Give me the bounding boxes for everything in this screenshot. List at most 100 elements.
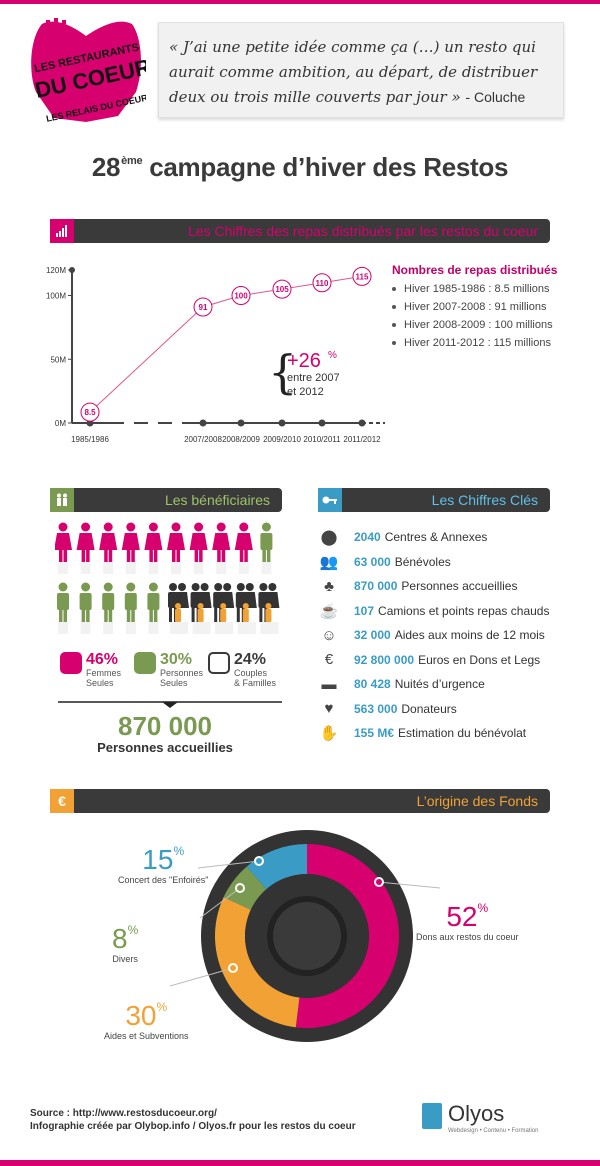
legend-line2: & Familles: [234, 678, 277, 688]
key-figure-label: Estimation du bénévolat: [398, 726, 527, 741]
woman-figure: [99, 522, 118, 574]
woman-figure: [234, 522, 253, 574]
connector-dons: [378, 881, 441, 889]
man-figure: [124, 582, 137, 634]
family-figure: [168, 583, 189, 634]
x-tick-label: 1985/1986: [71, 435, 109, 444]
key-figure-row: ☺ 32 000 Aides aux moins de 12 mois: [318, 623, 598, 648]
annotation-value: +26: [287, 350, 321, 372]
connector-aides: [169, 967, 234, 987]
fund-label-dons: 52% Dons aux restos du coeur: [416, 893, 519, 942]
man-figure: [260, 522, 273, 574]
quote-text: « J’ai une petite idée comme ça (…) un r…: [169, 38, 538, 106]
volunteers-icon: 👥: [319, 553, 339, 571]
x-tick-label: 2011/2012: [343, 435, 381, 444]
key-figure-value: 107: [354, 603, 375, 618]
annotation-unit: %: [328, 350, 337, 361]
fund-value: 52: [446, 901, 478, 932]
olyos-mark-icon: [422, 1103, 442, 1129]
annotation-text1: entre 2007: [287, 372, 340, 384]
key-figure-label: Bénévoles: [394, 554, 451, 569]
legend-line2: Seules: [86, 678, 114, 688]
bottom-accent-bar: [0, 1160, 600, 1166]
meals-legend-item: Hiver 2007-2008 : 91 millions: [392, 301, 592, 313]
man-figure: [102, 582, 115, 634]
connector-aides-dot-inner: [230, 965, 236, 971]
meals-legend: Nombres de repas distribués Hiver 1985-1…: [392, 263, 592, 355]
beneficiaries-pictogram: [55, 522, 280, 634]
hand-icon: ✋: [319, 725, 339, 743]
section-bar-fonds: € L’origine des Fonds: [50, 789, 550, 813]
fund-caption: Dons aux restos du coeur: [416, 932, 519, 942]
legend-line1: Femmes: [86, 668, 122, 678]
data-point: [312, 273, 332, 293]
key-figures-list: ⬤ 2040 Centres & Annexes 👥 63 000 Bénévoles ♣ 8…: [318, 525, 598, 746]
key-figure-row: 👥 63 000 Bénévoles: [318, 550, 598, 575]
y-tick-label: 120M: [46, 266, 66, 275]
olyos-sub: Webdesign • Contenu • Formation: [448, 1128, 539, 1134]
fund-unit: %: [127, 923, 139, 937]
data-point: [352, 266, 372, 286]
man-figure: [79, 582, 92, 634]
family-figure: [213, 583, 235, 634]
fund-unit: %: [477, 901, 489, 915]
key-figure-value: 2040: [354, 530, 381, 545]
fund-value: 30: [125, 1000, 157, 1031]
title-sup: ème: [121, 155, 143, 167]
connector-concert-dot-inner: [256, 858, 262, 864]
x-tick-dot: [237, 419, 245, 427]
total-number: 870 000: [118, 711, 212, 741]
meals-legend-item: Hiver 2011-2012 : 115 millions: [392, 337, 592, 349]
fund-unit: %: [173, 844, 185, 858]
key-figure-label: Camions et points repas chauds: [378, 603, 550, 618]
key-figure-label: Centres & Annexes: [384, 530, 488, 545]
coluche-quote: « J’ai une petite idée comme ça (…) un r…: [158, 22, 564, 118]
meals-legend-title: Nombres de repas distribués: [392, 263, 558, 277]
key-figure-value: 563 000: [354, 701, 398, 716]
quote-author: - Coluche: [465, 89, 526, 105]
woman-figure: [76, 522, 95, 574]
woman-figure: [212, 522, 231, 574]
section-bar-repas: Les Chiffres des repas distribués par le…: [50, 219, 550, 243]
key-figure-row: ☕ 107 Camions et points repas chauds: [318, 599, 598, 624]
family-figure: [235, 583, 257, 634]
footer-source: Source : http://www.restosducoeur.org/: [30, 1108, 217, 1119]
euro-icon: €: [50, 789, 74, 813]
woman-figure: [189, 522, 208, 574]
legend-single: 30% Personnes Seules: [134, 652, 203, 688]
woman-figure: [167, 522, 185, 574]
x-tick-dot: [318, 419, 326, 427]
section-title-fonds: L’origine des Fonds: [416, 793, 538, 809]
location-pin-icon: ⬤: [320, 529, 338, 547]
key-figure-row: ♥ 563 000 Donateurs: [318, 697, 598, 722]
key-figure-label: Aides aux moins de 12 mois: [394, 628, 545, 643]
legend-couples: 24% Couples & Familles: [208, 652, 276, 688]
woman-figure: [121, 522, 140, 574]
data-point: [272, 279, 292, 299]
key-figure-row: ♣ 870 000 Personnes accueillies: [318, 574, 598, 599]
page-title: 28ème campagne d’hiver des Restos: [0, 152, 600, 183]
data-point: [231, 286, 251, 305]
fund-caption: Concert des "Enfoirés": [118, 875, 209, 885]
olyos-logo: Olyos Webdesign • Contenu • Formation: [422, 1101, 542, 1143]
legend-line2: Seules: [160, 678, 188, 688]
annotation-text2: et 2012: [287, 386, 324, 398]
footer-credit: Infographie créée par Olybop.info / Olyo…: [30, 1121, 356, 1132]
key-icon: [318, 488, 342, 512]
total-divider: [58, 701, 282, 708]
data-point: [80, 402, 100, 422]
legend-line1: Personnes: [160, 668, 204, 678]
data-label: 115: [356, 272, 369, 281]
connector-divers-dot-inner: [237, 885, 243, 891]
key-figure-value: 80 428: [354, 677, 391, 692]
meals-legend-item: Hiver 2008-2009 : 100 millions: [392, 319, 592, 331]
section-bar-cles: Les Chiffres Clés: [318, 488, 550, 512]
woman-figure: [144, 522, 163, 574]
legend-women: 46% Femmes Seules: [60, 652, 121, 688]
data-label: 8.5: [84, 408, 96, 417]
meals-line-chart: 0M 50M 100M 120M 1985/1986 8.5 2007/2008 91 2008…: [46, 266, 385, 444]
key-figure-value: 92 800 000: [354, 652, 415, 667]
meals-legend-item: Hiver 1985-1986 : 8.5 millions: [392, 283, 592, 295]
x-tick-dot: [199, 419, 207, 427]
key-figure-value: 32 000: [354, 628, 391, 643]
